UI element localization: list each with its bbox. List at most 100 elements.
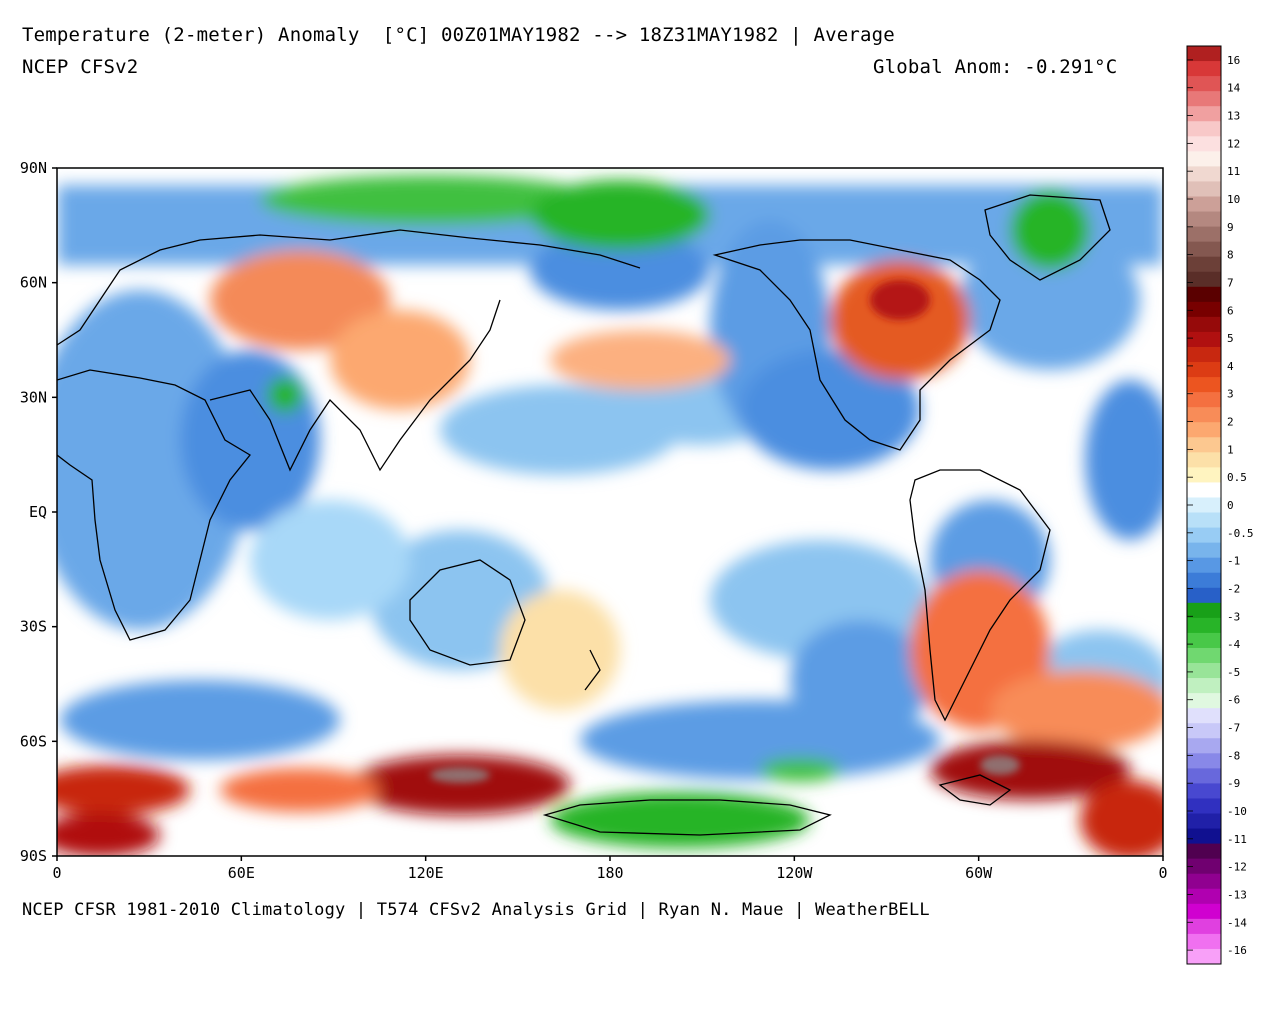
colorbar-label: 1 — [1227, 443, 1234, 456]
colorbar-swatch — [1187, 903, 1221, 920]
longitude-axis: 0 60E 120E 180 120W 60W 0 — [52, 856, 1168, 882]
colorbar-swatch — [1187, 392, 1221, 408]
lon-tick-label: 0 — [52, 864, 61, 882]
colorbar-swatch — [1187, 723, 1221, 739]
colorbar-label: 8 — [1227, 249, 1234, 262]
colorbar-swatch — [1187, 798, 1221, 815]
colorbar-swatch — [1187, 527, 1221, 544]
colorbar: 16 14 13 12 11 10 9 8 7 6 5 4 3 2 1 0.5 0 -0.5 -1 -2 -3 -4 -5 -… — [1186, 45, 1254, 965]
lon-tick-label: 180 — [596, 864, 623, 882]
global-anomaly-label: Global Anom: -0.291°C — [873, 56, 1118, 78]
colorbar-swatch — [1187, 632, 1221, 649]
colorbar-label: 6 — [1227, 304, 1234, 317]
lat-tick-label: 60N — [20, 274, 47, 292]
colorbar-label: -2 — [1227, 582, 1240, 595]
colorbar-swatch — [1187, 121, 1221, 137]
colorbar-label: -7 — [1227, 722, 1240, 735]
colorbar-swatch — [1187, 572, 1221, 589]
colorbar-swatch — [1187, 91, 1221, 107]
colorbar-label: 16 — [1227, 54, 1240, 67]
colorbar-label: -9 — [1227, 777, 1240, 790]
colorbar-swatch — [1187, 813, 1221, 830]
colorbar-swatch — [1187, 828, 1221, 845]
colorbar-label: -13 — [1227, 888, 1247, 901]
colorbar-swatch — [1187, 647, 1221, 664]
lat-tick-label: 90N — [20, 159, 47, 177]
colorbar-swatch — [1187, 256, 1221, 273]
colorbar-label: -3 — [1227, 610, 1240, 623]
colorbar-swatch — [1187, 602, 1221, 619]
colorbar-swatch — [1187, 211, 1221, 228]
colorbar-swatch — [1187, 331, 1221, 348]
colorbar-swatch — [1187, 467, 1221, 483]
colorbar-swatch — [1187, 271, 1221, 288]
colorbar-label: 4 — [1227, 360, 1234, 373]
lat-tick-label: 30N — [20, 388, 47, 406]
lon-tick-label: 60W — [965, 864, 993, 882]
colorbar-swatch — [1187, 587, 1221, 604]
colorbar-label: 0 — [1227, 499, 1234, 512]
colorbar-swatch — [1187, 301, 1221, 318]
colorbar-swatch — [1187, 151, 1221, 167]
colorbar-label: -12 — [1227, 861, 1247, 874]
colorbar-label: -11 — [1227, 833, 1247, 846]
colorbar-label: 13 — [1227, 110, 1240, 123]
colorbar-label: 9 — [1227, 221, 1234, 234]
model-label: NCEP CFSv2 — [22, 56, 139, 78]
colorbar-swatch — [1187, 873, 1221, 890]
footer-credits: NCEP CFSR 1981-2010 Climatology | T574 C… — [22, 900, 930, 920]
colorbar-swatch — [1187, 512, 1221, 529]
colorbar-label: 3 — [1227, 388, 1234, 401]
lon-tick-label: 120W — [776, 864, 813, 882]
latitude-axis: 90N 60N 30N EQ 30S 60S 90S — [20, 159, 57, 865]
colorbar-swatch — [1187, 663, 1221, 679]
colorbar-label: -5 — [1227, 666, 1240, 679]
colorbar-swatch — [1187, 136, 1221, 152]
colorbar-swatch — [1187, 181, 1221, 197]
map-title: Temperature (2-meter) Anomaly [°C] 00Z01… — [22, 24, 895, 46]
lat-tick-label: EQ — [29, 503, 47, 521]
colorbar-swatch — [1187, 888, 1221, 905]
colorbar-swatch — [1187, 166, 1221, 182]
colorbar-label: 11 — [1227, 165, 1240, 178]
colorbar-swatch — [1187, 738, 1221, 754]
colorbar-swatch — [1187, 708, 1221, 724]
colorbar-swatch — [1187, 437, 1221, 453]
colorbar-swatch — [1187, 362, 1221, 378]
colorbar-swatch — [1187, 61, 1221, 77]
colorbar-label: -4 — [1227, 638, 1241, 651]
colorbar-swatch — [1187, 241, 1221, 258]
colorbar-label: 7 — [1227, 276, 1234, 289]
colorbar-label: 12 — [1227, 137, 1240, 150]
colorbar-swatch — [1187, 226, 1221, 243]
colorbar-swatch — [1187, 783, 1221, 799]
colorbar-swatch — [1187, 422, 1221, 438]
colorbar-swatch — [1187, 76, 1221, 92]
colorbar-swatch — [1187, 346, 1221, 363]
colorbar-label: 10 — [1227, 193, 1240, 206]
colorbar-label: -0.5 — [1227, 527, 1254, 540]
colorbar-swatch — [1187, 452, 1221, 468]
colorbar-swatch — [1187, 933, 1221, 950]
lat-tick-label: 60S — [20, 732, 47, 750]
colorbar-swatch — [1187, 918, 1221, 935]
coastlines — [57, 194, 1111, 836]
colorbar-swatch — [1187, 497, 1221, 514]
colorbar-swatch — [1187, 407, 1221, 423]
colorbar-swatch — [1187, 542, 1221, 559]
lon-tick-label: 60E — [228, 864, 255, 882]
colorbar-swatch — [1187, 617, 1221, 634]
colorbar-swatch — [1187, 948, 1221, 965]
colorbar-swatch — [1187, 377, 1221, 393]
colorbar-label: 5 — [1227, 332, 1234, 345]
colorbar-label: -8 — [1227, 749, 1240, 762]
colorbar-label: 2 — [1227, 416, 1234, 429]
colorbar-swatch — [1187, 557, 1221, 574]
colorbar-swatch — [1187, 482, 1221, 498]
colorbar-label: 14 — [1227, 82, 1241, 95]
colorbar-swatch — [1187, 106, 1221, 122]
colorbar-swatch — [1187, 46, 1221, 62]
colorbar-label: -6 — [1227, 694, 1240, 707]
colorbar-swatch — [1187, 678, 1221, 694]
